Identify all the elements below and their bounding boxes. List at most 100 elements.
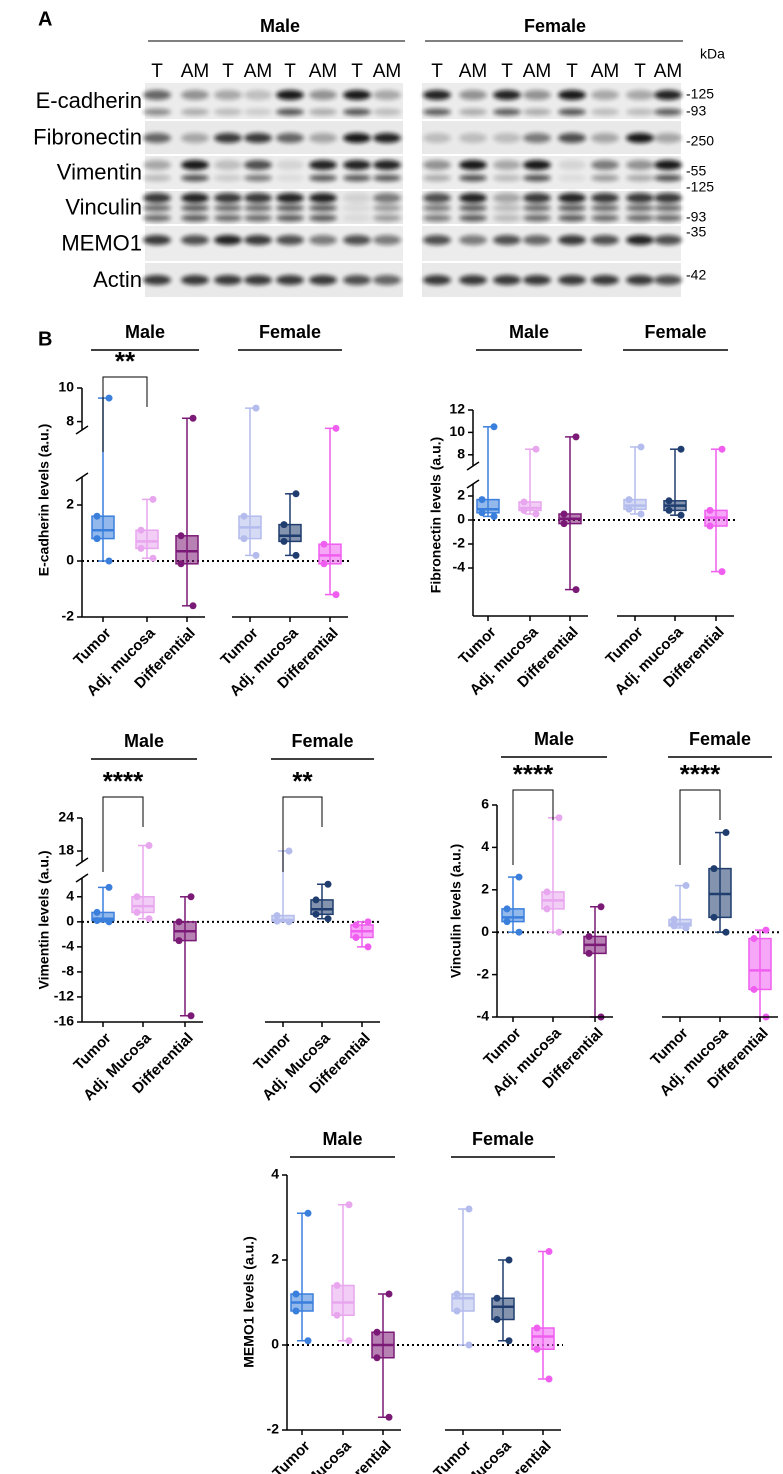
y-tick-label: 2 [66,496,74,512]
band [181,215,209,222]
band [459,215,487,222]
band [373,109,401,116]
band [244,90,272,100]
band [143,160,171,170]
point [94,917,101,924]
band [143,109,171,116]
band [373,160,401,170]
sig-bracket [283,797,322,872]
lane-label: AM [373,61,402,82]
band [373,275,401,285]
row-label: MEMO1 [61,230,142,255]
band [276,215,304,222]
band [276,205,304,212]
band [459,90,487,100]
point [353,921,360,928]
band [244,133,272,143]
band [244,175,272,182]
point [94,535,101,542]
point [313,911,320,918]
y-tick-label: 12 [449,401,465,417]
band [591,109,619,116]
point [190,602,197,609]
point [586,933,593,940]
band [181,133,209,143]
point [281,521,288,528]
band [493,215,521,222]
y-tick-label: 0 [66,552,74,568]
band [558,235,586,245]
y-tick-label: 4 [481,838,489,854]
band [654,215,682,222]
band [181,275,209,285]
band [373,215,401,222]
point [146,915,153,922]
section-label: Female [689,729,751,749]
band [558,215,586,222]
band [276,90,304,100]
band [214,133,242,143]
blot-group: Male [260,16,300,36]
x-tick-label: Tumor [269,1438,313,1474]
point [533,446,540,453]
band [244,205,272,212]
band [343,193,371,203]
band [343,109,371,116]
row-label: Actin [93,267,142,292]
point [286,848,293,855]
point [626,496,633,503]
point [305,1337,312,1344]
section-label: Male [534,729,574,749]
point [586,950,593,957]
point [494,1295,501,1302]
band [214,275,242,285]
point [504,905,511,912]
band [309,235,337,245]
lane-label: T [501,61,513,82]
point [106,918,113,925]
band [523,133,551,143]
band [626,133,654,143]
point [534,1346,541,1353]
band [373,193,401,203]
point [374,1354,381,1361]
y-tick-label: 0 [481,923,489,939]
panel-label: B [38,328,52,350]
point [293,552,300,559]
point [544,888,551,895]
band [423,175,451,182]
point [626,506,633,513]
sig-label: ** [292,766,313,796]
band [309,133,337,143]
band [181,90,209,100]
band [143,205,171,212]
point [365,943,372,950]
point [374,1329,381,1336]
band [181,205,209,212]
band [493,205,521,212]
band [343,215,371,222]
point [138,545,145,552]
band [523,175,551,182]
sig-bracket [680,790,720,865]
point [544,905,551,912]
point [678,446,685,453]
band [214,90,242,100]
section-label: Female [259,322,321,342]
band [244,109,272,116]
point [134,893,141,900]
band [343,235,371,245]
band [309,175,337,182]
kda-marker: -250 [686,133,714,149]
point [188,893,195,900]
y-tick-label: 4 [271,1166,279,1182]
band [523,235,551,245]
band [459,133,487,143]
band [244,235,272,245]
y-tick-label: -2 [62,608,75,624]
point [138,527,145,534]
y-tick-label: -2 [477,965,490,981]
band [309,215,337,222]
sig-label: ** [115,346,136,376]
lane-label: AM [244,61,273,82]
